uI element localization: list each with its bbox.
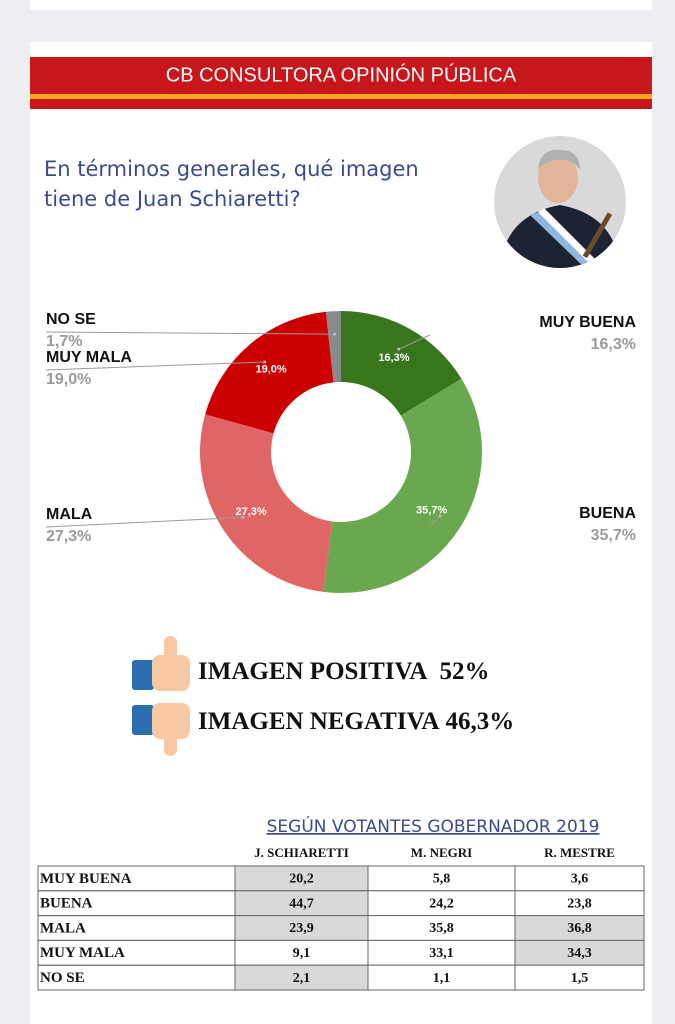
row-label-cell bbox=[37, 964, 236, 991]
legend-value: 1,7% bbox=[46, 333, 82, 350]
question-line: En términos generales, qué imagen bbox=[44, 157, 419, 181]
column-header: M. NEGRI bbox=[411, 845, 472, 860]
portrait bbox=[494, 136, 626, 268]
row-label: MUY MALA bbox=[40, 945, 125, 961]
slice bbox=[205, 311, 334, 434]
slice-label: 35,7% bbox=[416, 505, 447, 517]
legend-name: NO SE bbox=[46, 311, 96, 328]
slice bbox=[325, 311, 341, 383]
banner-stripe bbox=[30, 94, 652, 99]
table-cell bbox=[514, 964, 645, 991]
leader-line bbox=[429, 515, 441, 527]
leader-dot bbox=[263, 360, 267, 364]
slice bbox=[341, 311, 462, 416]
table-cell bbox=[514, 865, 645, 892]
table-cell bbox=[514, 939, 645, 966]
legend-value: 27,3% bbox=[46, 528, 91, 545]
leader-dot bbox=[241, 515, 245, 519]
banner bbox=[30, 57, 652, 109]
column-header: R. MESTRE bbox=[544, 845, 615, 860]
leader-dot bbox=[333, 332, 337, 336]
table-cell bbox=[514, 915, 645, 941]
row-label: MALA bbox=[40, 920, 86, 936]
legend-name: MUY BUENA bbox=[539, 314, 636, 331]
cell-value: 3,6 bbox=[571, 872, 589, 887]
legend-name: MUY MALA bbox=[46, 349, 132, 366]
cell-value: 23,9 bbox=[289, 921, 314, 936]
cell-value: 1,1 bbox=[433, 971, 451, 986]
table-cell bbox=[367, 964, 516, 991]
legend-value: 16,3% bbox=[591, 336, 636, 353]
summary-value: 46,3% bbox=[445, 708, 514, 735]
summary-value: 52% bbox=[439, 658, 489, 685]
legend-value: 35,7% bbox=[591, 527, 636, 544]
top-card bbox=[30, 0, 652, 10]
legend-value: 19,0% bbox=[46, 371, 91, 388]
cell-value: 23,8 bbox=[567, 896, 592, 911]
slice-label: 16,3% bbox=[378, 352, 409, 364]
cell-value: 33,1 bbox=[429, 946, 454, 961]
row-label: MUY BUENA bbox=[40, 871, 132, 887]
cell-value: 34,3 bbox=[567, 946, 592, 961]
cell-value: 9,1 bbox=[293, 946, 311, 961]
table-title: SEGÚN VOTANTES GOBERNADOR 2019 bbox=[267, 815, 600, 837]
leader-line bbox=[45, 331, 335, 335]
slice-label: 19,0% bbox=[256, 364, 287, 376]
cell-value: 2,1 bbox=[293, 971, 311, 986]
leader-line bbox=[45, 361, 265, 371]
leader-dot bbox=[397, 347, 401, 351]
cell-value: 24,2 bbox=[429, 896, 454, 911]
cell-value: 35,8 bbox=[429, 921, 454, 936]
table-cell bbox=[234, 939, 369, 966]
thumb-down bbox=[132, 703, 190, 756]
summary-negative: IMAGEN NEGATIVA 46,3% bbox=[198, 708, 514, 735]
leader-dot bbox=[438, 514, 442, 518]
slice bbox=[200, 414, 333, 592]
table-cell bbox=[367, 890, 516, 917]
summary-label: IMAGEN POSITIVA bbox=[198, 658, 427, 685]
cell-value: 20,2 bbox=[289, 872, 314, 887]
cell-value: 36,8 bbox=[567, 921, 592, 936]
legend-name: MALA bbox=[46, 506, 93, 523]
legend-name: BUENA bbox=[579, 505, 636, 522]
summary-positive: IMAGEN POSITIVA 52% bbox=[198, 658, 489, 685]
cell-value: 1,5 bbox=[571, 971, 589, 986]
leader-line bbox=[45, 516, 243, 528]
banner-title: CB CONSULTORA OPINIÓN PÚBLICA bbox=[166, 63, 517, 86]
column-header: J. SCHIARETTI bbox=[254, 845, 349, 860]
slice-label: 27,3% bbox=[236, 506, 267, 518]
slice bbox=[323, 378, 482, 593]
cell-value: 44,7 bbox=[289, 896, 314, 911]
row-label: BUENA bbox=[40, 896, 93, 912]
donut-chart: 16,3% MUY BUENA 16,3% 35,7% BUENA 35,7% 27,3% M… bbox=[45, 311, 636, 593]
table-cell bbox=[514, 890, 645, 917]
table-cell bbox=[367, 915, 516, 941]
cell-value: 5,8 bbox=[433, 872, 451, 887]
table: J. SCHIARETTI M. NEGRI R. MESTRE 20,2 5,8 3,6… bbox=[37, 845, 645, 991]
question-line: tiene de Juan Schiaretti? bbox=[44, 187, 301, 211]
row-label: NO SE bbox=[40, 970, 85, 986]
thumb-up bbox=[132, 636, 190, 691]
summary-label: IMAGEN NEGATIVA bbox=[198, 708, 439, 735]
leader-line bbox=[398, 334, 431, 350]
